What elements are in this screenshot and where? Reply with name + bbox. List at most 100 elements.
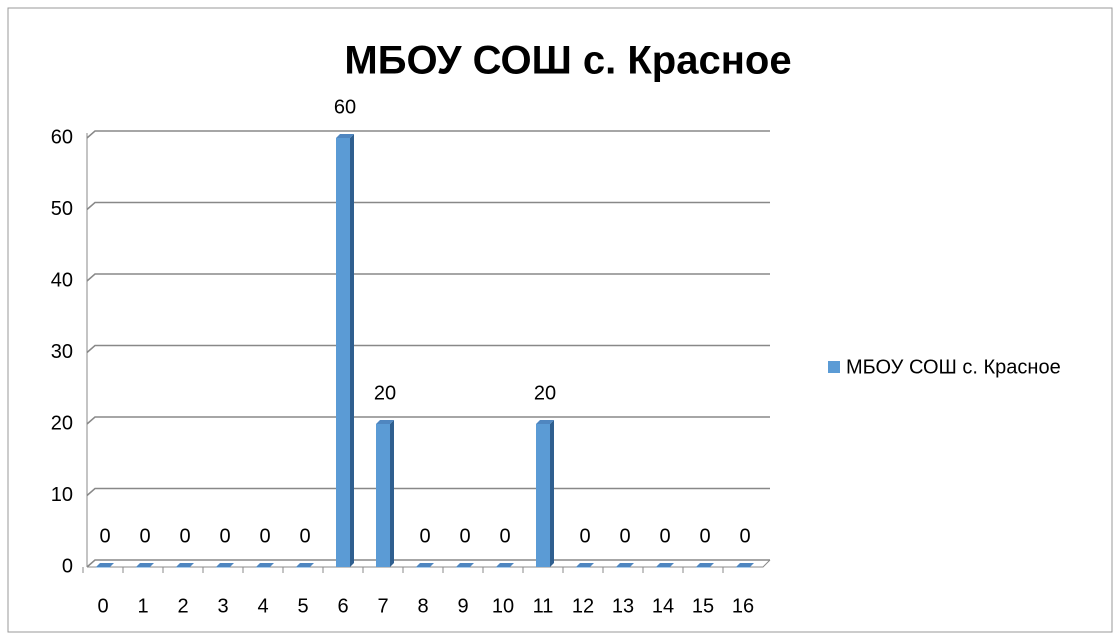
bar bbox=[296, 563, 314, 568]
bar-front bbox=[376, 424, 390, 567]
grid-line bbox=[86, 273, 770, 282]
legend-swatch bbox=[828, 361, 840, 373]
y-tick-label: 10 bbox=[51, 484, 73, 506]
bar-top bbox=[136, 563, 154, 567]
bar-front bbox=[736, 567, 750, 568]
data-label: 0 bbox=[659, 525, 670, 547]
y-tick-label: 40 bbox=[51, 269, 73, 291]
data-label: 0 bbox=[459, 525, 470, 547]
x-tick-label: 10 bbox=[492, 595, 514, 617]
x-tick-label: 8 bbox=[417, 595, 428, 617]
bar bbox=[696, 563, 714, 568]
x-tick-label: 13 bbox=[612, 595, 634, 617]
data-label: 0 bbox=[299, 525, 310, 547]
legend-label: МБОУ СОШ с. Красное bbox=[846, 356, 1061, 378]
bar bbox=[576, 563, 594, 568]
x-tick-label: 7 bbox=[377, 595, 388, 617]
data-label: 0 bbox=[179, 525, 190, 547]
x-tick-label: 12 bbox=[572, 595, 594, 617]
bar-top bbox=[696, 563, 714, 567]
bar-front bbox=[496, 567, 510, 568]
grid-line bbox=[86, 201, 770, 211]
data-label: 0 bbox=[219, 525, 230, 547]
bar-front bbox=[96, 567, 110, 568]
bar-front bbox=[696, 567, 710, 568]
bar-top bbox=[256, 563, 274, 567]
bar-front bbox=[576, 567, 590, 568]
x-tick-label: 0 bbox=[97, 595, 108, 617]
bar-top bbox=[296, 563, 314, 567]
bar-top bbox=[376, 420, 394, 424]
data-label: 20 bbox=[534, 382, 556, 404]
bar bbox=[176, 563, 194, 568]
y-tick-label: 60 bbox=[51, 126, 73, 148]
bar-top bbox=[576, 563, 594, 567]
data-label: 0 bbox=[739, 525, 750, 547]
bar-top bbox=[416, 563, 434, 567]
bar-top bbox=[536, 420, 554, 424]
data-label: 0 bbox=[259, 525, 270, 547]
bar bbox=[376, 420, 394, 567]
data-label: 0 bbox=[579, 525, 590, 547]
x-tick-label: 9 bbox=[457, 595, 468, 617]
bar bbox=[656, 563, 674, 568]
bar-top bbox=[736, 563, 754, 567]
bar-front bbox=[256, 567, 270, 568]
bar bbox=[536, 420, 554, 567]
bar-front bbox=[536, 424, 550, 567]
bar bbox=[496, 563, 514, 568]
x-tick-label: 4 bbox=[257, 595, 268, 617]
bar-side bbox=[390, 420, 394, 567]
data-label: 0 bbox=[499, 525, 510, 547]
data-label: 20 bbox=[374, 382, 396, 404]
y-tick-label: 0 bbox=[62, 555, 73, 577]
data-label: 0 bbox=[139, 525, 150, 547]
x-tick-label: 5 bbox=[297, 595, 308, 617]
bar bbox=[416, 563, 434, 568]
bar-front bbox=[296, 567, 310, 568]
bar-side bbox=[550, 420, 554, 567]
grid-line bbox=[86, 130, 770, 139]
bar-front bbox=[136, 567, 150, 568]
y-tick-label: 20 bbox=[51, 412, 73, 434]
x-tick-label: 6 bbox=[337, 595, 348, 617]
x-tick-label: 11 bbox=[533, 595, 554, 617]
data-label: 60 bbox=[334, 96, 356, 118]
bar-top bbox=[336, 134, 354, 138]
data-label: 0 bbox=[419, 525, 430, 547]
bar-side bbox=[350, 134, 354, 567]
chart-border bbox=[7, 7, 1113, 633]
bar-front bbox=[176, 567, 190, 568]
bar bbox=[96, 563, 114, 568]
floor bbox=[87, 559, 771, 568]
bar bbox=[456, 563, 474, 568]
bar-front bbox=[616, 567, 630, 568]
grid-line bbox=[86, 416, 770, 425]
x-tick-label: 3 bbox=[217, 595, 228, 617]
y-tick-label: 50 bbox=[51, 198, 73, 220]
x-tick-label: 15 bbox=[692, 595, 714, 617]
bar-top bbox=[216, 563, 234, 567]
bar-top bbox=[616, 563, 634, 567]
bar-top bbox=[456, 563, 474, 567]
data-label: 0 bbox=[699, 525, 710, 547]
chart-title: МБОУ СОШ с. Красное bbox=[344, 39, 791, 83]
bar-top bbox=[176, 563, 194, 567]
bar-front bbox=[656, 567, 670, 568]
data-label: 0 bbox=[619, 525, 630, 547]
bar bbox=[336, 134, 354, 567]
x-tick-label: 2 bbox=[177, 595, 188, 617]
bar-front bbox=[416, 567, 430, 568]
bar bbox=[736, 563, 754, 568]
bar-front bbox=[456, 567, 470, 568]
bar-top bbox=[496, 563, 514, 567]
grid-line bbox=[86, 344, 770, 354]
bar-top bbox=[96, 563, 114, 567]
data-label: 0 bbox=[99, 525, 110, 547]
bar-front bbox=[336, 138, 350, 567]
bar bbox=[256, 563, 274, 568]
x-tick-label: 1 bbox=[137, 595, 148, 617]
x-tick-label: 16 bbox=[732, 595, 754, 617]
y-tick-label: 30 bbox=[51, 341, 73, 363]
